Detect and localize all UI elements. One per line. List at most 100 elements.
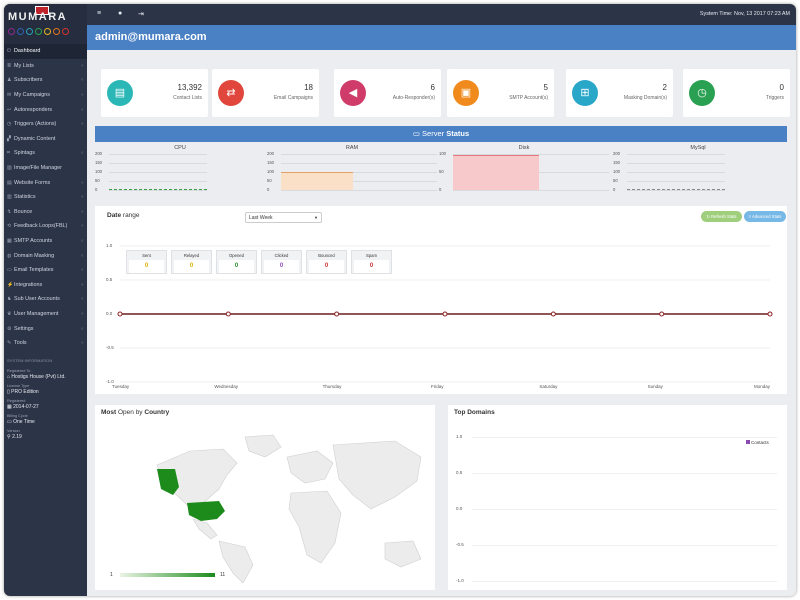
chart-x-tick: Friday [431,384,444,389]
chart-y-tick: -0.5 [106,345,114,350]
sidebar-item-triggers-actions[interactable]: ◷ Triggers (Actions) ‹ [4,117,87,132]
stat-label: Contact Lists [173,95,202,101]
monitor-icon: ▭ [412,129,423,138]
sidebar-item-label: Settings [14,325,34,332]
chart-icon: ▥ [7,194,12,201]
stat-card-masking-domain-s[interactable]: ⊞ 2 Masking Domain(s) [566,69,673,117]
list-icon: ≣ [7,62,12,69]
server-chart-gridline [627,172,725,173]
stat-card-auto-responder-s[interactable]: ◀ 6 Auto-Responder(s) [334,69,441,117]
date-range-select[interactable]: Last Week ▼ [245,212,322,223]
page-title: admin@mumara.com [95,31,207,43]
stat-card-triggers[interactable]: ◷ 0 Triggers [683,69,790,117]
sidebar-item-tools[interactable]: ✎ Tools ‹ [4,336,87,351]
sidebar-item-smtp-accounts[interactable]: ▦ SMTP Accounts ‹ [4,234,87,249]
server-chart-usage-fill [109,189,207,190]
sidebar-item-domain-masking[interactable]: ◍ Domain Masking ‹ [4,248,87,263]
sidebar-item-settings[interactable]: ⚙ Settings ‹ [4,321,87,336]
app-logo[interactable]: MUMARA [4,4,87,44]
server-chart-y-tick: 50 [95,178,100,183]
server-status-title-bold: Status [446,129,470,138]
refresh-stats-button[interactable]: ↻ Refresh Stats [701,211,742,222]
stat-label: Triggers [765,95,784,101]
sidebar-item-feedback-loops-fbl[interactable]: ⟲ Feedback Loops(FBL) ‹ [4,219,87,234]
stats-boxes: Sent 0 Relayed 0 Opened 0 Clicked 0 Bounced 0 Spam… [126,250,392,274]
user-icon[interactable]: ● [118,10,123,17]
map-scale: 1 11 [110,572,225,578]
chevron-down-icon: ▼ [314,215,318,220]
power-icon: ⏻ [7,48,11,55]
stat-card-smtp-account-s[interactable]: ▣ 5 SMTP Account(s) [447,69,554,117]
server-chart-gridline [281,163,437,164]
chart-point[interactable] [334,311,340,317]
stat-box-opened: Opened 0 [216,250,257,274]
system-information: SYSTEM INFORMATION Registered To ⌂ Hosti… [4,350,87,444]
chart-point[interactable] [767,311,773,317]
logo-dot [8,28,15,35]
server-chart-gridline [109,181,207,182]
stat-card-email-campaigns[interactable]: ⇄ 18 Email Campaigns [212,69,319,117]
sidebar-item-my-campaigns[interactable]: ✉ My Campaigns ‹ [4,88,87,103]
chart-x-tick: Wednesday [214,384,239,389]
server-chart-disk: Disk 100 50 0 [439,142,609,198]
server-status-title-light: Server [422,129,445,138]
map-alaska-highlighted [157,469,179,495]
chart-point[interactable] [117,311,123,317]
stat-label: Auto-Responder(s) [392,95,435,101]
sidebar-item-image-file-manager[interactable]: ▨ Image/File Manager [4,161,87,176]
logo-dots [8,28,69,35]
chart-point[interactable] [659,311,665,317]
chart-point[interactable] [442,311,448,317]
menu-icon[interactable]: ≡ [97,10,102,17]
sidebar-item-integrations[interactable]: ⚡ Integrations ‹ [4,278,87,293]
stat-box-label: Relayed [183,253,200,258]
sidebar-item-label: Spintags [14,150,35,157]
form-icon: ▤ [7,179,12,186]
sidebar-item-website-forms[interactable]: ▤ Website Forms ‹ [4,175,87,190]
chart-point[interactable] [225,311,231,317]
top-domains-gridline [472,437,777,438]
logo-text: MUMARA [8,11,68,23]
license-icon: ▯ [7,389,12,396]
stat-box-label: Opened [229,253,244,258]
chevron-left-icon: ‹ [81,150,83,157]
stat-box-value: 0 [129,260,164,273]
sidebar-item-statistics[interactable]: ▥ Statistics ‹ [4,190,87,205]
map-central-america [192,518,218,540]
chevron-left-icon: ‹ [81,179,83,186]
map-africa [288,490,342,564]
sidebar-item-label: Tools [14,340,27,347]
stat-card-contact-lists[interactable]: ▤ 13,392 Contact Lists [101,69,208,117]
server-chart-gridline [109,190,207,191]
logout-icon[interactable]: ⇥ [138,11,144,18]
sidebar-item-email-templates[interactable]: ▭ Email Templates ‹ [4,263,87,278]
server-chart-usage-fill [627,189,725,190]
system-time: System Time: Nov, 13 2017 07:23 AM [699,11,790,17]
sidebar-item-autoresponders[interactable]: ↩ Autoresponders ‹ [4,102,87,117]
sidebar-item-label: Subscribers [14,77,43,84]
sidebar-item-my-lists[interactable]: ≣ My Lists ‹ [4,59,87,74]
sidebar-item-user-management[interactable]: ♛ User Management ‹ [4,307,87,322]
sidebar-item-bounce[interactable]: ↯ Bounce ‹ [4,205,87,220]
sidebar-item-label: Domain Masking [14,252,55,259]
puzzle-icon: ▞ [7,135,11,142]
exchange-icon: ⇄ [218,80,244,106]
sidebar-item-subscribers[interactable]: ♟ Subscribers ‹ [4,73,87,88]
server-chart-gridline [627,190,725,191]
stat-box-spam: Spam 0 [351,250,392,274]
sidebar-item-sub-user-accounts[interactable]: ♞ Sub User Accounts ‹ [4,292,87,307]
server-chart-mysql: MySql 200 150 100 50 0 [613,142,783,198]
megaphone-icon: ◀ [340,80,366,106]
server-chart-y-tick: 200 [613,151,620,156]
stat-value: 0 [779,83,784,92]
stat-label: Email Campaigns [273,95,313,101]
advanced-stats-button[interactable]: ≡ Advanced Stats [744,211,786,222]
chart-point[interactable] [550,311,556,317]
sidebar-item-dashboard[interactable]: ⏻ Dashboard [4,44,87,59]
chevron-left-icon: ‹ [81,296,83,303]
world-map[interactable] [95,423,435,583]
sidebar-item-dynamic-content[interactable]: ▞ Dynamic Content [4,132,87,147]
chevron-left-icon: ‹ [81,238,83,245]
server-chart-gridline [281,181,437,182]
sidebar-item-spintags[interactable]: ⌗ Spintags ‹ [4,146,87,161]
